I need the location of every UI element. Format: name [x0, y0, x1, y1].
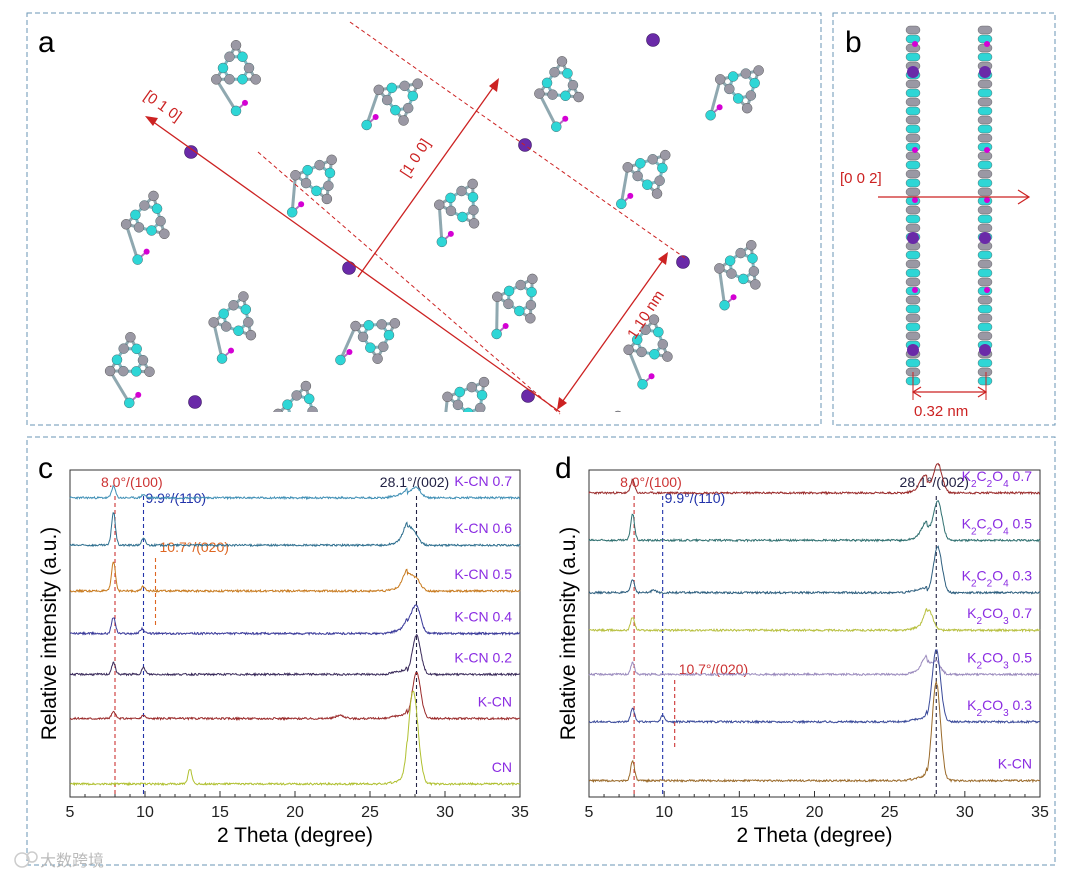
- series-label: K-CN 0.6: [454, 520, 512, 536]
- series-line: [69, 512, 521, 548]
- series-label: K-CN 0.5: [454, 566, 512, 582]
- x-tick-label: 20: [286, 804, 304, 821]
- panel-cd-frame: [26, 436, 1056, 866]
- series-line: [588, 649, 1041, 725]
- x-tick-label: 10: [136, 804, 154, 821]
- distance-arrowhead-a-bottom: [557, 397, 567, 410]
- reference-line-label: 28.1°/(002): [900, 474, 969, 490]
- series-line: [588, 654, 1041, 677]
- panel-a-label: a: [38, 26, 55, 59]
- series-label: K2CO3 0.5: [967, 649, 1032, 671]
- series-label: K-CN 0.4: [454, 609, 512, 625]
- direction-002-label: [0 0 2]: [840, 170, 882, 187]
- reference-line-label: 28.1°/(002): [380, 474, 449, 490]
- direction-100-line: [357, 81, 498, 278]
- series-label: K-CN 0.2: [454, 649, 512, 665]
- reference-line-label: 10.7°/(020): [679, 661, 748, 677]
- series-label: K-CN 0.7: [454, 473, 512, 489]
- x-tick-label: 5: [585, 804, 594, 821]
- interlayer-distance-label: 0.32 nm: [914, 403, 968, 420]
- series-line: [588, 680, 1041, 784]
- x-tick-label: 15: [211, 804, 229, 821]
- series-label: K2C2O4 0.7: [962, 468, 1033, 490]
- x-axis-label: 2 Theta (degree): [217, 824, 373, 847]
- series-label: K2C2O4 0.5: [962, 515, 1033, 537]
- y-axis-label: Relative intensity (a.u.): [38, 527, 61, 741]
- reference-line-label: 8.0°/(100): [620, 474, 682, 490]
- series-line: [69, 484, 521, 501]
- x-tick-label: 30: [436, 804, 454, 821]
- panel-d-label: d: [555, 452, 572, 485]
- series-line: [588, 462, 1041, 496]
- x-tick-label: 35: [1031, 804, 1049, 821]
- direction-100-arrowhead: [489, 78, 499, 92]
- series-line: [588, 499, 1041, 543]
- lattice-plane-line-1: [349, 21, 686, 259]
- direction-002-arrowhead: [1017, 189, 1031, 205]
- direction-010-arrowhead: [145, 116, 158, 126]
- series-label: K2CO3 0.3: [967, 697, 1032, 719]
- x-tick-label: 10: [655, 804, 673, 821]
- series-line: [588, 607, 1041, 633]
- panel-b-label: b: [845, 26, 862, 59]
- x-tick-label: 30: [956, 804, 974, 821]
- series-label: K2CO3 0.7: [967, 605, 1032, 627]
- x-tick-label: 35: [511, 804, 529, 821]
- panel-a-crystal-structure: [104, 33, 764, 412]
- x-tick-label: 25: [361, 804, 379, 821]
- distance-arrow-a: [559, 255, 667, 406]
- lattice-plane-line-2: [257, 151, 561, 415]
- series-line: [69, 671, 520, 721]
- x-tick-label: 25: [881, 804, 899, 821]
- x-tick-label: 5: [66, 804, 75, 821]
- series-label: K-CN: [998, 756, 1032, 772]
- chart-panel-c: 5 10 15 20 25 30 35 2 Theta (degree) Relative in…: [38, 469, 529, 847]
- direction-010-line: [151, 120, 561, 413]
- y-axis-label: Relative intensity (a.u.): [557, 527, 580, 741]
- distance-arrowhead-a-top: [658, 252, 668, 265]
- series-line: [69, 634, 521, 677]
- series-label: K2C2O4 0.3: [962, 568, 1033, 590]
- panel-b-side-view: [905, 25, 993, 386]
- direction-100-label: [1 0 0]: [397, 136, 434, 180]
- panel-c-label: c: [38, 452, 53, 485]
- plot-area-frame: [588, 469, 1041, 798]
- reference-line-label: 10.7°/(020): [160, 539, 229, 555]
- direction-010-label: [0 1 0]: [141, 87, 185, 125]
- x-axis-label: 2 Theta (degree): [736, 824, 892, 847]
- panel-a-frame: [26, 12, 822, 426]
- watermark-text: 大数跨境: [40, 851, 104, 870]
- series-line: [69, 604, 521, 636]
- series-label: K-CN: [478, 694, 512, 710]
- panel-b-annotations: [0 0 2] 0.32 nm: [840, 170, 1031, 420]
- x-tick-label: 15: [730, 804, 748, 821]
- reference-line-label: 9.9°/(110): [665, 490, 726, 506]
- series-line: [588, 545, 1041, 595]
- series-line: [69, 690, 521, 787]
- panel-b-frame: [832, 12, 1056, 426]
- series-label: CN: [492, 759, 512, 775]
- reference-line-label: 8.0°/(100): [101, 474, 163, 490]
- series-line: [69, 561, 521, 594]
- watermark-logo-icon: [14, 851, 38, 868]
- x-tick-label: 20: [806, 804, 824, 821]
- chart-panel-d: 5 10 15 20 25 30 35 2 Theta (degree) Relative in…: [557, 462, 1049, 847]
